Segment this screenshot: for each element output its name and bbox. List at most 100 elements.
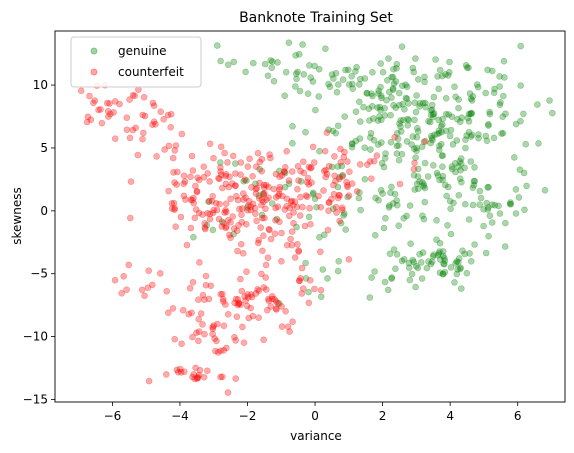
data-point-counterfeit — [234, 296, 242, 303]
data-point-counterfeit — [183, 241, 191, 249]
data-point-genuine — [464, 114, 472, 122]
data-point-genuine — [455, 104, 462, 112]
data-point-counterfeit — [325, 207, 332, 214]
data-point-counterfeit — [224, 217, 232, 224]
data-point-genuine — [355, 81, 363, 88]
data-point-counterfeit — [253, 184, 261, 192]
data-point-counterfeit — [297, 167, 304, 175]
data-point-counterfeit — [236, 205, 243, 213]
data-point-counterfeit — [195, 371, 203, 379]
data-point-genuine — [486, 212, 494, 219]
data-point-genuine — [439, 152, 447, 159]
data-point-genuine — [428, 106, 436, 114]
data-point-counterfeit — [396, 180, 404, 188]
data-point-genuine — [490, 134, 498, 142]
data-point-genuine — [355, 194, 363, 202]
data-point-genuine — [439, 176, 446, 184]
data-point-counterfeit — [320, 187, 327, 194]
data-point-counterfeit — [206, 215, 214, 223]
data-point-counterfeit — [129, 92, 137, 99]
data-point-counterfeit — [285, 177, 293, 184]
data-point-counterfeit — [111, 276, 119, 284]
data-point-counterfeit — [161, 146, 168, 153]
data-point-genuine — [398, 257, 406, 265]
data-point-genuine — [369, 92, 376, 100]
data-point-genuine — [484, 184, 491, 191]
data-point-genuine — [305, 62, 313, 69]
data-point-genuine — [370, 137, 378, 144]
data-point-genuine — [414, 76, 422, 83]
data-point-counterfeit — [299, 158, 307, 166]
data-point-counterfeit — [331, 153, 338, 160]
data-point-genuine — [381, 155, 389, 162]
data-point-counterfeit — [317, 204, 325, 211]
data-point-genuine — [334, 183, 342, 191]
data-point-genuine — [523, 182, 530, 190]
data-point-counterfeit — [247, 203, 255, 211]
data-point-counterfeit — [233, 227, 241, 234]
data-point-genuine — [437, 140, 445, 148]
data-point-counterfeit — [281, 164, 289, 171]
data-point-counterfeit — [190, 199, 197, 207]
data-point-counterfeit — [243, 302, 251, 310]
data-point-counterfeit — [209, 209, 217, 217]
data-point-genuine — [434, 73, 441, 80]
data-point-genuine — [499, 92, 507, 100]
data-point-genuine — [407, 240, 414, 247]
data-point-counterfeit — [168, 200, 176, 207]
data-point-genuine — [473, 81, 481, 88]
data-point-genuine — [412, 154, 419, 161]
data-point-counterfeit — [301, 222, 309, 230]
data-point-counterfeit — [335, 191, 343, 199]
data-point-genuine — [379, 68, 387, 76]
data-point-counterfeit — [217, 164, 224, 171]
data-point-genuine — [465, 216, 473, 223]
data-point-counterfeit — [145, 377, 153, 385]
data-point-counterfeit — [366, 158, 374, 165]
data-point-genuine — [421, 198, 429, 206]
data-point-genuine — [405, 264, 413, 272]
data-point-counterfeit — [129, 126, 137, 134]
data-point-counterfeit — [260, 189, 268, 197]
data-point-genuine — [367, 146, 374, 153]
data-point-genuine — [457, 285, 465, 292]
data-point-counterfeit — [235, 222, 242, 229]
data-point-genuine — [439, 163, 446, 170]
data-point-genuine — [427, 132, 435, 140]
data-point-genuine — [344, 66, 352, 74]
data-point-genuine — [548, 109, 556, 117]
data-point-counterfeit — [245, 202, 252, 209]
data-point-genuine — [435, 127, 443, 134]
data-point-counterfeit — [208, 198, 216, 205]
data-point-genuine — [334, 267, 342, 275]
data-point-counterfeit — [87, 116, 95, 124]
data-point-counterfeit — [273, 298, 280, 305]
data-point-genuine — [395, 101, 403, 109]
data-point-counterfeit — [276, 186, 283, 193]
data-point-counterfeit — [220, 322, 228, 330]
data-point-counterfeit — [254, 149, 262, 157]
data-point-genuine — [333, 88, 341, 96]
data-point-genuine — [392, 265, 399, 273]
data-point-genuine — [435, 250, 443, 257]
data-point-genuine — [431, 131, 438, 139]
data-point-genuine — [390, 80, 398, 87]
data-point-genuine — [413, 147, 420, 154]
data-point-counterfeit — [224, 310, 232, 318]
data-point-genuine — [433, 130, 441, 138]
data-point-genuine — [459, 247, 466, 254]
data-point-counterfeit — [391, 134, 399, 141]
data-point-counterfeit — [95, 106, 102, 114]
data-point-genuine — [315, 65, 323, 73]
data-point-genuine — [486, 110, 494, 118]
data-point-genuine — [425, 117, 432, 125]
data-point-genuine — [282, 68, 290, 76]
data-point-genuine — [421, 184, 429, 192]
data-point-genuine — [455, 258, 462, 266]
data-point-counterfeit — [215, 174, 222, 182]
data-point-genuine — [357, 206, 364, 214]
data-point-genuine — [398, 43, 406, 51]
data-point-genuine — [409, 64, 417, 72]
data-point-counterfeit — [167, 124, 174, 131]
